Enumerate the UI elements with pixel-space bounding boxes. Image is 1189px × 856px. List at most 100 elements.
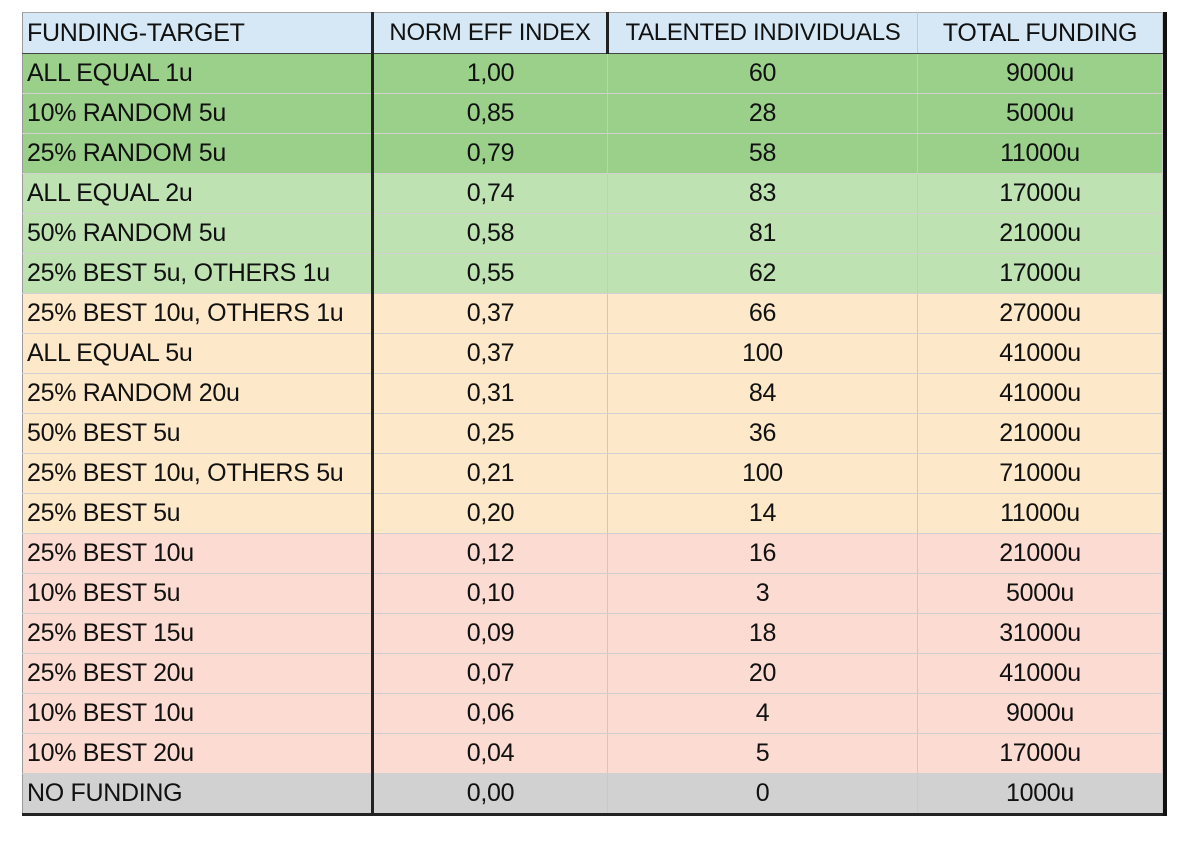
cell-talented-individuals: 20 xyxy=(607,653,918,694)
cell-total-funding: 17000u xyxy=(917,173,1163,214)
cell-funding-target: 10% BEST 5u xyxy=(22,573,374,614)
cell-talented-individuals: 3 xyxy=(607,573,918,614)
cell-funding-target: 10% BEST 10u xyxy=(22,693,374,734)
cell-total-funding: 5000u xyxy=(917,573,1163,614)
cell-norm-eff-index: 0,37 xyxy=(372,293,608,334)
cell-total-funding: 1000u xyxy=(917,773,1163,816)
table-row: 10% BEST 20u 0,04 5 17000u xyxy=(22,733,1163,774)
cell-total-funding: 41000u xyxy=(917,653,1163,694)
cell-total-funding: 9000u xyxy=(917,693,1163,734)
cell-norm-eff-index: 0,00 xyxy=(372,773,608,816)
funding-table-container: FUNDING-TARGET NORM EFF INDEX TALENTED I… xyxy=(22,12,1167,816)
header-total-funding: TOTAL FUNDING xyxy=(917,12,1163,54)
table-row: 25% BEST 10u, OTHERS 5u 0,21 100 71000u xyxy=(22,453,1163,494)
cell-norm-eff-index: 0,09 xyxy=(372,613,608,654)
table-row: 25% BEST 5u, OTHERS 1u 0,55 62 17000u xyxy=(22,253,1163,294)
cell-total-funding: 9000u xyxy=(917,53,1163,94)
cell-total-funding: 17000u xyxy=(917,733,1163,774)
cell-funding-target: NO FUNDING xyxy=(22,773,374,816)
cell-funding-target: 25% RANDOM 20u xyxy=(22,373,374,414)
table-row: 25% BEST 15u 0,09 18 31000u xyxy=(22,613,1163,654)
cell-talented-individuals: 84 xyxy=(607,373,918,414)
cell-funding-target: 10% BEST 20u xyxy=(22,733,374,774)
header-funding-target: FUNDING-TARGET xyxy=(22,12,374,54)
cell-funding-target: 25% BEST 10u xyxy=(22,533,374,574)
cell-total-funding: 41000u xyxy=(917,333,1163,374)
cell-norm-eff-index: 0,20 xyxy=(372,493,608,534)
table-row: ALL EQUAL 1u 1,00 60 9000u xyxy=(22,53,1163,94)
cell-norm-eff-index: 0,07 xyxy=(372,653,608,694)
cell-talented-individuals: 81 xyxy=(607,213,918,254)
table-row: 10% BEST 10u 0,06 4 9000u xyxy=(22,693,1163,734)
cell-norm-eff-index: 0,06 xyxy=(372,693,608,734)
cell-total-funding: 11000u xyxy=(917,493,1163,534)
cell-funding-target: 25% RANDOM 5u xyxy=(22,133,374,174)
cell-norm-eff-index: 0,85 xyxy=(372,93,608,134)
cell-talented-individuals: 28 xyxy=(607,93,918,134)
table-header-row: FUNDING-TARGET NORM EFF INDEX TALENTED I… xyxy=(22,12,1163,54)
cell-total-funding: 21000u xyxy=(917,533,1163,574)
table-row: 25% BEST 5u 0,20 14 11000u xyxy=(22,493,1163,534)
cell-funding-target: 10% RANDOM 5u xyxy=(22,93,374,134)
cell-talented-individuals: 36 xyxy=(607,413,918,454)
cell-norm-eff-index: 0,58 xyxy=(372,213,608,254)
cell-funding-target: 25% BEST 10u, OTHERS 5u xyxy=(22,453,374,494)
cell-talented-individuals: 14 xyxy=(607,493,918,534)
cell-talented-individuals: 4 xyxy=(607,693,918,734)
table-row: 10% RANDOM 5u 0,85 28 5000u xyxy=(22,93,1163,134)
cell-norm-eff-index: 0,21 xyxy=(372,453,608,494)
cell-talented-individuals: 100 xyxy=(607,453,918,494)
cell-funding-target: 50% RANDOM 5u xyxy=(22,213,374,254)
cell-funding-target: 50% BEST 5u xyxy=(22,413,374,454)
cell-norm-eff-index: 1,00 xyxy=(372,53,608,94)
cell-funding-target: 25% BEST 5u xyxy=(22,493,374,534)
cell-funding-target: ALL EQUAL 5u xyxy=(22,333,374,374)
table-row: 10% BEST 5u 0,10 3 5000u xyxy=(22,573,1163,614)
cell-total-funding: 5000u xyxy=(917,93,1163,134)
cell-funding-target: 25% BEST 15u xyxy=(22,613,374,654)
cell-talented-individuals: 66 xyxy=(607,293,918,334)
cell-talented-individuals: 5 xyxy=(607,733,918,774)
cell-total-funding: 11000u xyxy=(917,133,1163,174)
cell-talented-individuals: 16 xyxy=(607,533,918,574)
cell-norm-eff-index: 0,12 xyxy=(372,533,608,574)
table-row: ALL EQUAL 2u 0,74 83 17000u xyxy=(22,173,1163,214)
cell-funding-target: 25% BEST 20u xyxy=(22,653,374,694)
table-row: 25% BEST 10u 0,12 16 21000u xyxy=(22,533,1163,574)
cell-total-funding: 71000u xyxy=(917,453,1163,494)
cell-norm-eff-index: 0,55 xyxy=(372,253,608,294)
cell-total-funding: 21000u xyxy=(917,413,1163,454)
cell-funding-target: ALL EQUAL 2u xyxy=(22,173,374,214)
cell-norm-eff-index: 0,79 xyxy=(372,133,608,174)
cell-total-funding: 21000u xyxy=(917,213,1163,254)
funding-table: FUNDING-TARGET NORM EFF INDEX TALENTED I… xyxy=(22,12,1163,816)
cell-talented-individuals: 60 xyxy=(607,53,918,94)
table-row: 25% BEST 10u, OTHERS 1u 0,37 66 27000u xyxy=(22,293,1163,334)
table-row: ALL EQUAL 5u 0,37 100 41000u xyxy=(22,333,1163,374)
cell-talented-individuals: 100 xyxy=(607,333,918,374)
cell-norm-eff-index: 0,31 xyxy=(372,373,608,414)
table-row: 25% RANDOM 5u 0,79 58 11000u xyxy=(22,133,1163,174)
cell-norm-eff-index: 0,74 xyxy=(372,173,608,214)
table-row: 50% RANDOM 5u 0,58 81 21000u xyxy=(22,213,1163,254)
header-talented-individuals: TALENTED INDIVIDUALS xyxy=(607,12,918,54)
cell-norm-eff-index: 0,04 xyxy=(372,733,608,774)
cell-total-funding: 41000u xyxy=(917,373,1163,414)
cell-talented-individuals: 0 xyxy=(607,773,918,816)
table-row: NO FUNDING 0,00 0 1000u xyxy=(22,773,1163,816)
table-row: 25% BEST 20u 0,07 20 41000u xyxy=(22,653,1163,694)
header-norm-eff-index: NORM EFF INDEX xyxy=(372,12,609,54)
cell-norm-eff-index: 0,37 xyxy=(372,333,608,374)
cell-total-funding: 31000u xyxy=(917,613,1163,654)
cell-norm-eff-index: 0,10 xyxy=(372,573,608,614)
cell-talented-individuals: 58 xyxy=(607,133,918,174)
cell-talented-individuals: 18 xyxy=(607,613,918,654)
cell-total-funding: 17000u xyxy=(917,253,1163,294)
cell-funding-target: 25% BEST 10u, OTHERS 1u xyxy=(22,293,374,334)
cell-talented-individuals: 83 xyxy=(607,173,918,214)
table-row: 25% RANDOM 20u 0,31 84 41000u xyxy=(22,373,1163,414)
cell-norm-eff-index: 0,25 xyxy=(372,413,608,454)
cell-funding-target: 25% BEST 5u, OTHERS 1u xyxy=(22,253,374,294)
cell-funding-target: ALL EQUAL 1u xyxy=(22,53,374,94)
table-body: ALL EQUAL 1u 1,00 60 9000u 10% RANDOM 5u 0,85… xyxy=(22,53,1163,816)
